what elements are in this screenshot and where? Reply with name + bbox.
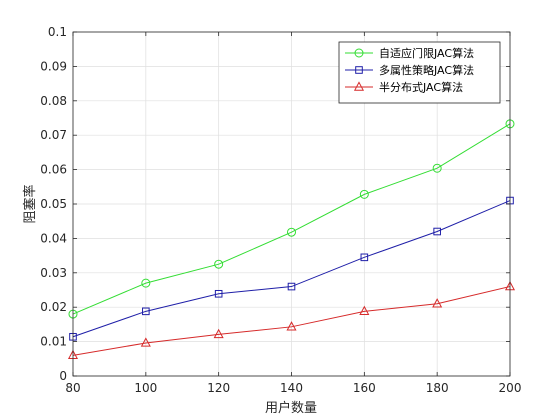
x-tick-label: 200 xyxy=(499,381,522,395)
series-1-point xyxy=(359,189,369,199)
y-tick-label: 0.03 xyxy=(40,266,67,280)
legend-label: 自适应门限JAC算法 xyxy=(379,46,474,60)
y-axis-label: 阻塞率 xyxy=(22,184,38,223)
x-tick-label: 180 xyxy=(426,381,449,395)
x-tick-label: 120 xyxy=(207,381,230,395)
legend-label: 半分布式JAC算法 xyxy=(379,80,463,94)
y-axis-ticks: 0 0.01 0.02 0.03 0.04 0.05 0.06 0.07 0.08 0.09 0.1 xyxy=(40,25,510,383)
series-3 xyxy=(67,280,516,360)
series-3-point xyxy=(213,328,224,339)
series-2-point xyxy=(142,307,150,316)
legend-item: 自适应门限JAC算法 xyxy=(345,46,474,60)
y-tick-label: 0.02 xyxy=(40,300,67,314)
series-3-point xyxy=(359,305,370,316)
legend-label: 多属性策略JAC算法 xyxy=(379,63,474,77)
y-tick-label: 0.04 xyxy=(40,231,67,245)
y-tick-label: 0.01 xyxy=(40,335,67,349)
series-3-line xyxy=(72,286,511,356)
series-3-point xyxy=(432,298,443,308)
y-tick-label: 0.07 xyxy=(40,128,67,142)
series-2-point xyxy=(360,253,369,262)
series-3-point xyxy=(140,337,151,347)
x-tick-label: 160 xyxy=(353,381,376,395)
series-1-point xyxy=(287,227,296,237)
x-tick-label: 80 xyxy=(65,381,80,395)
legend-box xyxy=(338,41,501,104)
legend-item: 多属性策略JAC算法 xyxy=(345,63,474,77)
series-2-line xyxy=(72,200,511,338)
series-2-point xyxy=(433,227,441,236)
y-tick-label: 0.08 xyxy=(40,94,67,108)
series-2-point xyxy=(287,282,296,291)
legend-marker xyxy=(354,48,364,58)
y-tick-label: 0.05 xyxy=(40,197,67,211)
y-tick-label: 0 xyxy=(59,369,67,383)
legend-marker xyxy=(355,66,363,74)
y-tick-label: 0.1 xyxy=(48,25,67,39)
legend-item: 半分布式JAC算法 xyxy=(345,80,463,94)
series-2-point xyxy=(214,289,223,298)
series-3-point xyxy=(286,321,297,331)
series-1-line xyxy=(72,123,511,315)
series-1-point xyxy=(214,259,224,269)
y-tick-label: 0.06 xyxy=(40,163,67,177)
legend-marker xyxy=(353,81,365,91)
series-1-point xyxy=(432,163,442,173)
y-tick-label: 0.09 xyxy=(40,59,67,73)
x-axis-ticks: 80 100 120 140 160 180 200 xyxy=(65,32,521,395)
x-tick-label: 100 xyxy=(134,381,157,395)
series-1-point xyxy=(141,278,151,288)
x-tick-label: 140 xyxy=(280,381,303,395)
x-axis-label: 用户数量 xyxy=(265,400,317,416)
